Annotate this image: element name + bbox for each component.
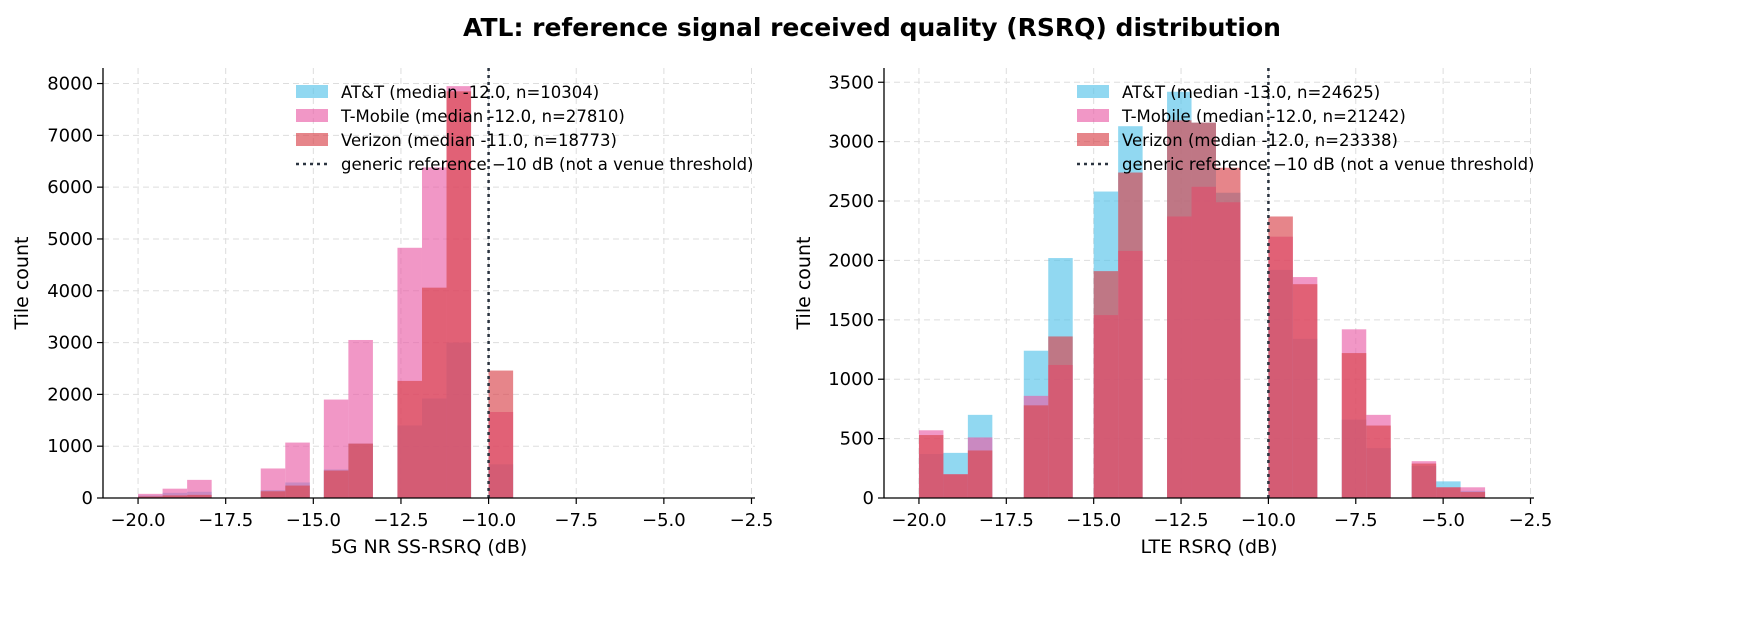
- y-tick-label: 2000: [47, 384, 93, 405]
- legend-swatch-att: [296, 85, 328, 98]
- bar-verizon: [1436, 487, 1461, 498]
- bar-verizon: [1191, 122, 1216, 499]
- y-tick-label: 500: [840, 429, 874, 450]
- bar-verizon: [1167, 120, 1192, 498]
- x-tick-label: −17.5: [198, 510, 253, 531]
- legend-label-reference: generic reference −10 dB (not a venue th…: [1122, 155, 1534, 174]
- x-tick-label: −7.5: [554, 510, 598, 531]
- bar-tmobile: [138, 493, 163, 498]
- x-tick-label: −2.5: [730, 510, 774, 531]
- bar-verizon: [918, 435, 944, 498]
- legend-swatch-tmobile: [1077, 109, 1109, 122]
- bar-verizon: [323, 470, 349, 498]
- y-tick-label: 1000: [47, 436, 93, 457]
- bar-verizon: [1366, 425, 1391, 498]
- nr-rsrq-panel: −20.0 −17.5 −15.0 −12.5 −10.0 −7.5 −5.0 −2.5 0 10…: [11, 68, 773, 558]
- lte-rsrq-panel: −20.0 −17.5 −15.0 −12.5 −10.0 −7.5 −5.0 −2.5 0 50…: [793, 68, 1552, 558]
- bar-verizon: [1023, 405, 1049, 498]
- x-tick-label: −20.0: [891, 510, 946, 531]
- legend: AT&T (median -13.0, n=24625) T-Mobile (me…: [1077, 83, 1534, 174]
- y-tick-label: 4000: [47, 281, 93, 302]
- y-axis-label: Tile count: [793, 237, 815, 331]
- bar-verizon: [1215, 167, 1241, 499]
- y-tick-label: 0: [82, 488, 93, 509]
- legend-swatch-att: [1077, 85, 1109, 98]
- y-tick-label: 3000: [828, 132, 874, 153]
- x-tick-label: −15.0: [1066, 510, 1121, 531]
- bar-verizon: [421, 287, 447, 498]
- figure-title: ATL: reference signal received quality (…: [463, 13, 1281, 42]
- bar-verizon: [397, 380, 422, 498]
- bar-verizon: [488, 370, 514, 498]
- legend-label-verizon: Verizon (median -11.0, n=18773): [341, 131, 617, 150]
- bar-verizon: [1118, 172, 1143, 498]
- bar-tmobile: [162, 488, 188, 498]
- y-tick-label: 2500: [828, 191, 874, 212]
- y-axis-label: Tile count: [11, 237, 33, 331]
- legend-label-att: AT&T (median -13.0, n=24625): [1122, 83, 1380, 102]
- x-tick-label: −10.0: [1241, 510, 1296, 531]
- y-tick-label: 5000: [47, 229, 93, 250]
- x-tick-label: −2.5: [1509, 510, 1553, 531]
- legend-label-verizon: Verizon (median -12.0, n=23338): [1122, 131, 1398, 150]
- x-tick-label: −12.5: [1153, 510, 1208, 531]
- y-tick-label: 0: [863, 488, 874, 509]
- bar-verizon: [348, 443, 373, 498]
- y-tick-label: 6000: [47, 177, 93, 198]
- y-tick-label: 3500: [828, 72, 874, 93]
- bar-verizon: [943, 474, 968, 498]
- bar-verizon: [1460, 492, 1486, 498]
- x-tick-label: −5.0: [1421, 510, 1465, 531]
- legend-label-tmobile: T-Mobile (median -12.0, n=21242): [1121, 107, 1406, 126]
- bar-verizon: [446, 91, 472, 498]
- y-tick-label: 1500: [828, 310, 874, 331]
- legend-swatch-tmobile: [296, 109, 328, 122]
- x-tick-label: −7.5: [1334, 510, 1378, 531]
- y-tick-label: 1000: [828, 369, 874, 390]
- bar-verizon: [1093, 271, 1119, 498]
- x-tick-label: −5.0: [642, 510, 686, 531]
- x-axis-label: 5G NR SS-RSRQ (dB): [331, 536, 528, 558]
- legend-label-att: AT&T (median -12.0, n=10304): [341, 83, 599, 102]
- y-tick-label: 8000: [47, 74, 93, 95]
- bar-verizon: [138, 496, 163, 498]
- x-tick-label: −10.0: [461, 510, 516, 531]
- legend-label-reference: generic reference −10 dB (not a venue th…: [341, 155, 753, 174]
- x-tick-label: −12.5: [373, 510, 428, 531]
- bar-verizon: [162, 495, 188, 498]
- bar-verizon: [1292, 284, 1318, 498]
- bar-verizon: [1341, 353, 1367, 498]
- legend-swatch-verizon: [296, 133, 328, 146]
- bar-verizon: [1268, 216, 1293, 499]
- y-tick-label: 7000: [47, 125, 93, 146]
- bar-verizon: [285, 485, 310, 498]
- legend-label-tmobile: T-Mobile (median -12.0, n=27810): [340, 107, 625, 126]
- x-tick-label: −15.0: [286, 510, 341, 531]
- legend-swatch-verizon: [1077, 133, 1109, 146]
- x-tick-label: −17.5: [979, 510, 1034, 531]
- bar-verizon: [1411, 463, 1437, 498]
- bar-verizon: [187, 494, 212, 498]
- legend: AT&T (median -12.0, n=10304) T-Mobile (me…: [296, 83, 753, 174]
- bar-verizon: [260, 491, 286, 498]
- x-axis-label: LTE RSRQ (dB): [1141, 536, 1278, 558]
- bar-verizon: [967, 450, 993, 498]
- bar-tmobile: [187, 479, 212, 498]
- x-tick-label: −20.0: [110, 510, 165, 531]
- bar-verizon: [1048, 336, 1073, 498]
- y-tick-label: 2000: [828, 250, 874, 271]
- y-tick-label: 3000: [47, 333, 93, 354]
